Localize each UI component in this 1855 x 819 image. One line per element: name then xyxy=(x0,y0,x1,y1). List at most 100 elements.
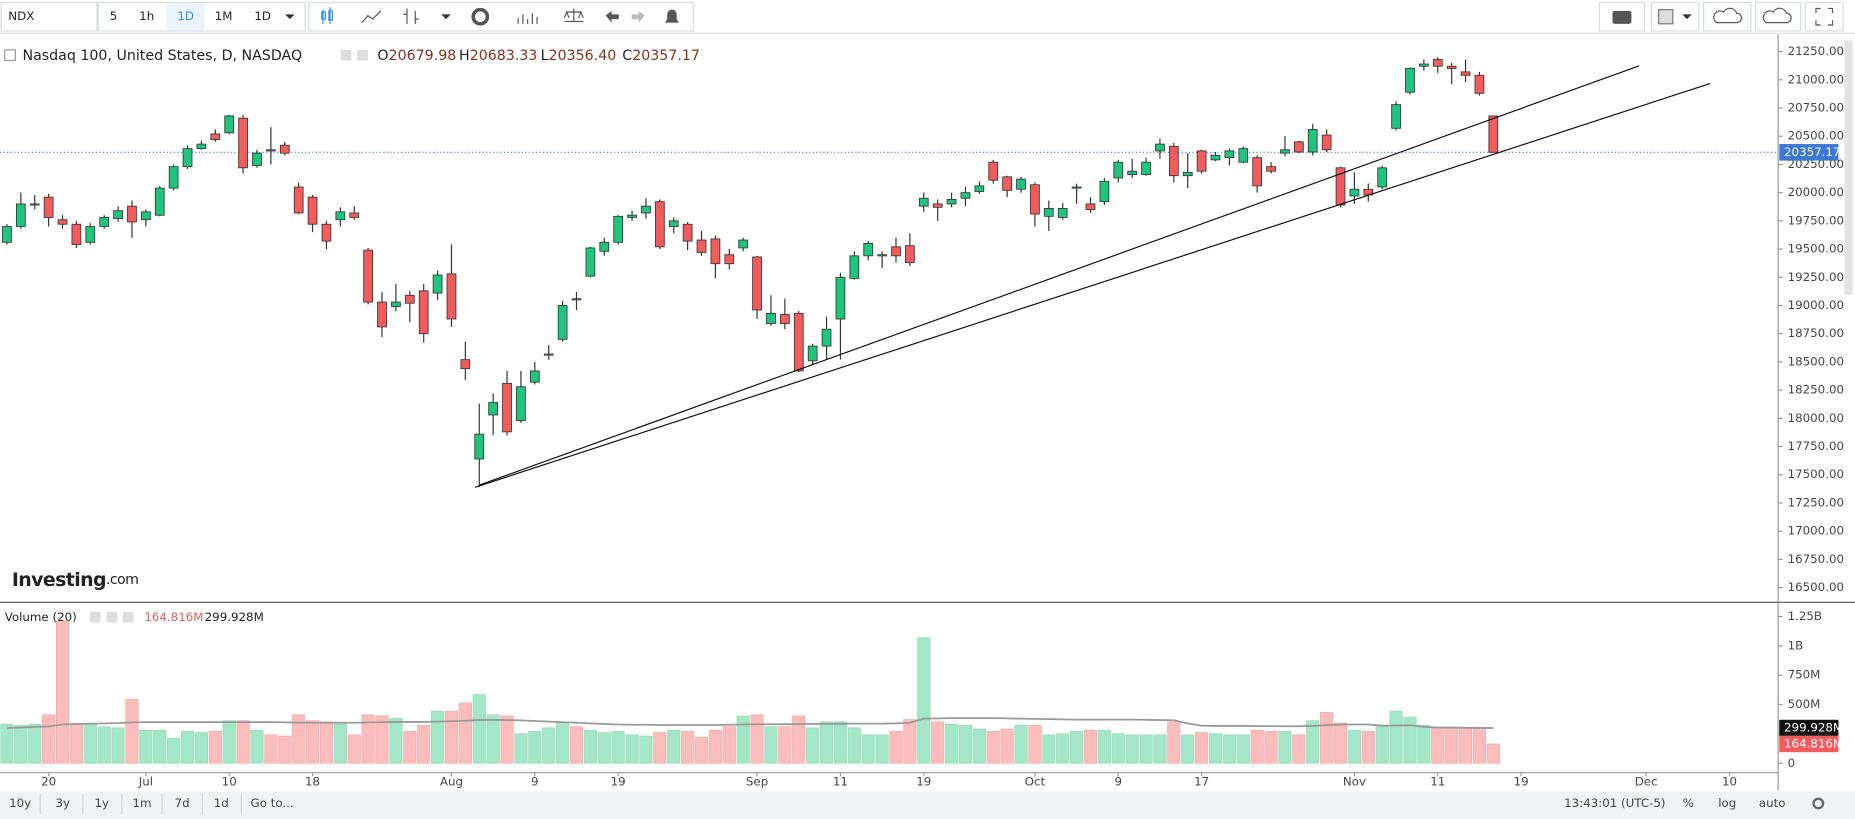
dropdown-arrow[interactable] xyxy=(441,14,451,20)
redo-icon[interactable] xyxy=(631,10,645,23)
candle-body xyxy=(474,433,485,460)
volume-bar xyxy=(83,723,97,764)
range-button[interactable]: 1d xyxy=(214,796,229,810)
legend-icon[interactable] xyxy=(340,49,352,61)
volume-bar xyxy=(292,714,306,764)
y-tick-label: 17750.00 xyxy=(1788,439,1844,453)
candle-body xyxy=(43,196,54,218)
logo: Investing.com xyxy=(12,568,139,590)
volume-bar xyxy=(931,721,945,764)
range-button[interactable]: Go to... xyxy=(251,796,294,810)
legend-icon[interactable] xyxy=(123,611,134,623)
candle-body xyxy=(391,301,401,308)
legend-icon[interactable] xyxy=(357,49,368,61)
candle-body xyxy=(1460,71,1471,76)
bar-icon[interactable] xyxy=(403,8,419,24)
trendline xyxy=(479,65,1640,486)
range-button[interactable]: 10y xyxy=(9,796,31,810)
volume-badge xyxy=(1779,735,1839,753)
candle-body xyxy=(1238,148,1249,163)
scale-button[interactable]: auto xyxy=(1759,796,1786,810)
scale-button[interactable]: % xyxy=(1683,796,1694,810)
candle-body xyxy=(752,256,762,311)
alert-icon[interactable] xyxy=(664,9,680,23)
indicators-icon[interactable] xyxy=(517,13,538,24)
candle-body xyxy=(141,211,151,221)
compare-icon[interactable] xyxy=(563,8,584,23)
candle-body xyxy=(1224,150,1235,159)
range-button[interactable]: 1m xyxy=(132,796,151,810)
interval-button[interactable]: 1M xyxy=(215,9,233,23)
ohlc-value: 20679.98 xyxy=(389,48,457,64)
y-tick-label: 17250.00 xyxy=(1788,495,1844,509)
volume-ma xyxy=(6,717,1494,729)
scrollbar[interactable] xyxy=(1844,40,1853,295)
interval-button[interactable]: 5 xyxy=(110,9,118,23)
fullscreen-button[interactable] xyxy=(1804,1,1844,32)
volume-bar xyxy=(875,734,889,764)
scale-button[interactable]: log xyxy=(1718,796,1736,810)
x-tick-label: Aug xyxy=(440,775,463,789)
range-button[interactable]: 1y xyxy=(94,796,109,810)
candle-body xyxy=(696,239,707,253)
volume-bar xyxy=(458,702,472,764)
y-tick-label: 19000.00 xyxy=(1788,298,1844,312)
volume-bar xyxy=(917,637,931,764)
x-tick-label: Sep xyxy=(746,775,768,789)
y-tick-label: 20750.00 xyxy=(1788,100,1844,114)
x-tick-label: 19 xyxy=(916,775,931,789)
volume-bar xyxy=(444,710,459,764)
range-button[interactable]: 7d xyxy=(175,796,190,810)
volume-bar xyxy=(264,734,278,764)
candle-body xyxy=(1196,150,1207,172)
candle-body xyxy=(863,243,874,257)
load-button[interactable] xyxy=(1702,1,1752,32)
candle-icon[interactable] xyxy=(321,7,334,24)
candle-body xyxy=(293,186,304,214)
candle-body xyxy=(738,239,749,249)
volume-bar xyxy=(1125,734,1139,764)
y-tick-label: 20500.00 xyxy=(1788,129,1844,143)
candle-body xyxy=(349,212,360,218)
candle-body xyxy=(780,314,790,324)
symbol-input[interactable] xyxy=(0,1,98,32)
x-tick-label: 11 xyxy=(1430,775,1445,789)
active-interval xyxy=(166,3,205,30)
volume-bar xyxy=(1070,731,1084,764)
candle-body xyxy=(1419,63,1429,67)
volume-bar xyxy=(1403,716,1417,764)
candle-body xyxy=(793,312,804,372)
candle-body xyxy=(1210,154,1221,161)
volume-bar xyxy=(1320,712,1334,764)
settings-icon[interactable] xyxy=(471,7,490,26)
volume-bar xyxy=(750,714,764,764)
line-icon[interactable] xyxy=(361,10,382,24)
interval-button[interactable]: 1h xyxy=(139,9,154,23)
range-button[interactable]: 3y xyxy=(55,796,70,810)
volume-bar xyxy=(1167,721,1181,764)
volume-bar xyxy=(528,731,542,764)
candle-body xyxy=(85,226,96,243)
volume-bar xyxy=(1472,727,1486,764)
candle-body xyxy=(988,161,999,181)
volume-bar xyxy=(792,715,806,764)
dropdown-arrow[interactable] xyxy=(285,14,295,20)
collapse-box[interactable] xyxy=(4,49,16,62)
interval-button[interactable]: 1D xyxy=(177,9,194,23)
x-tick-label: 18 xyxy=(305,775,320,789)
ohlc-key: O xyxy=(377,48,388,64)
legend-icon[interactable] xyxy=(89,611,101,623)
volume-bar xyxy=(417,725,431,764)
candle-body xyxy=(571,298,582,301)
volume-bar xyxy=(111,727,125,764)
y-tick-label: 19500.00 xyxy=(1788,242,1844,256)
range-buttons: 10y 3y 1y 1m 7d 1d Go to... 13:43:01 (UTC-5)% lo… xyxy=(9,793,1825,815)
save-button[interactable] xyxy=(1755,1,1802,32)
candle-body xyxy=(905,245,915,264)
undo-icon[interactable] xyxy=(605,10,619,23)
legend-icon[interactable] xyxy=(106,611,118,623)
interval-button[interactable]: 1D xyxy=(254,9,271,23)
y-tick-label: 18500.00 xyxy=(1788,354,1844,368)
candle-body xyxy=(724,254,735,265)
volume-bar xyxy=(903,719,917,764)
